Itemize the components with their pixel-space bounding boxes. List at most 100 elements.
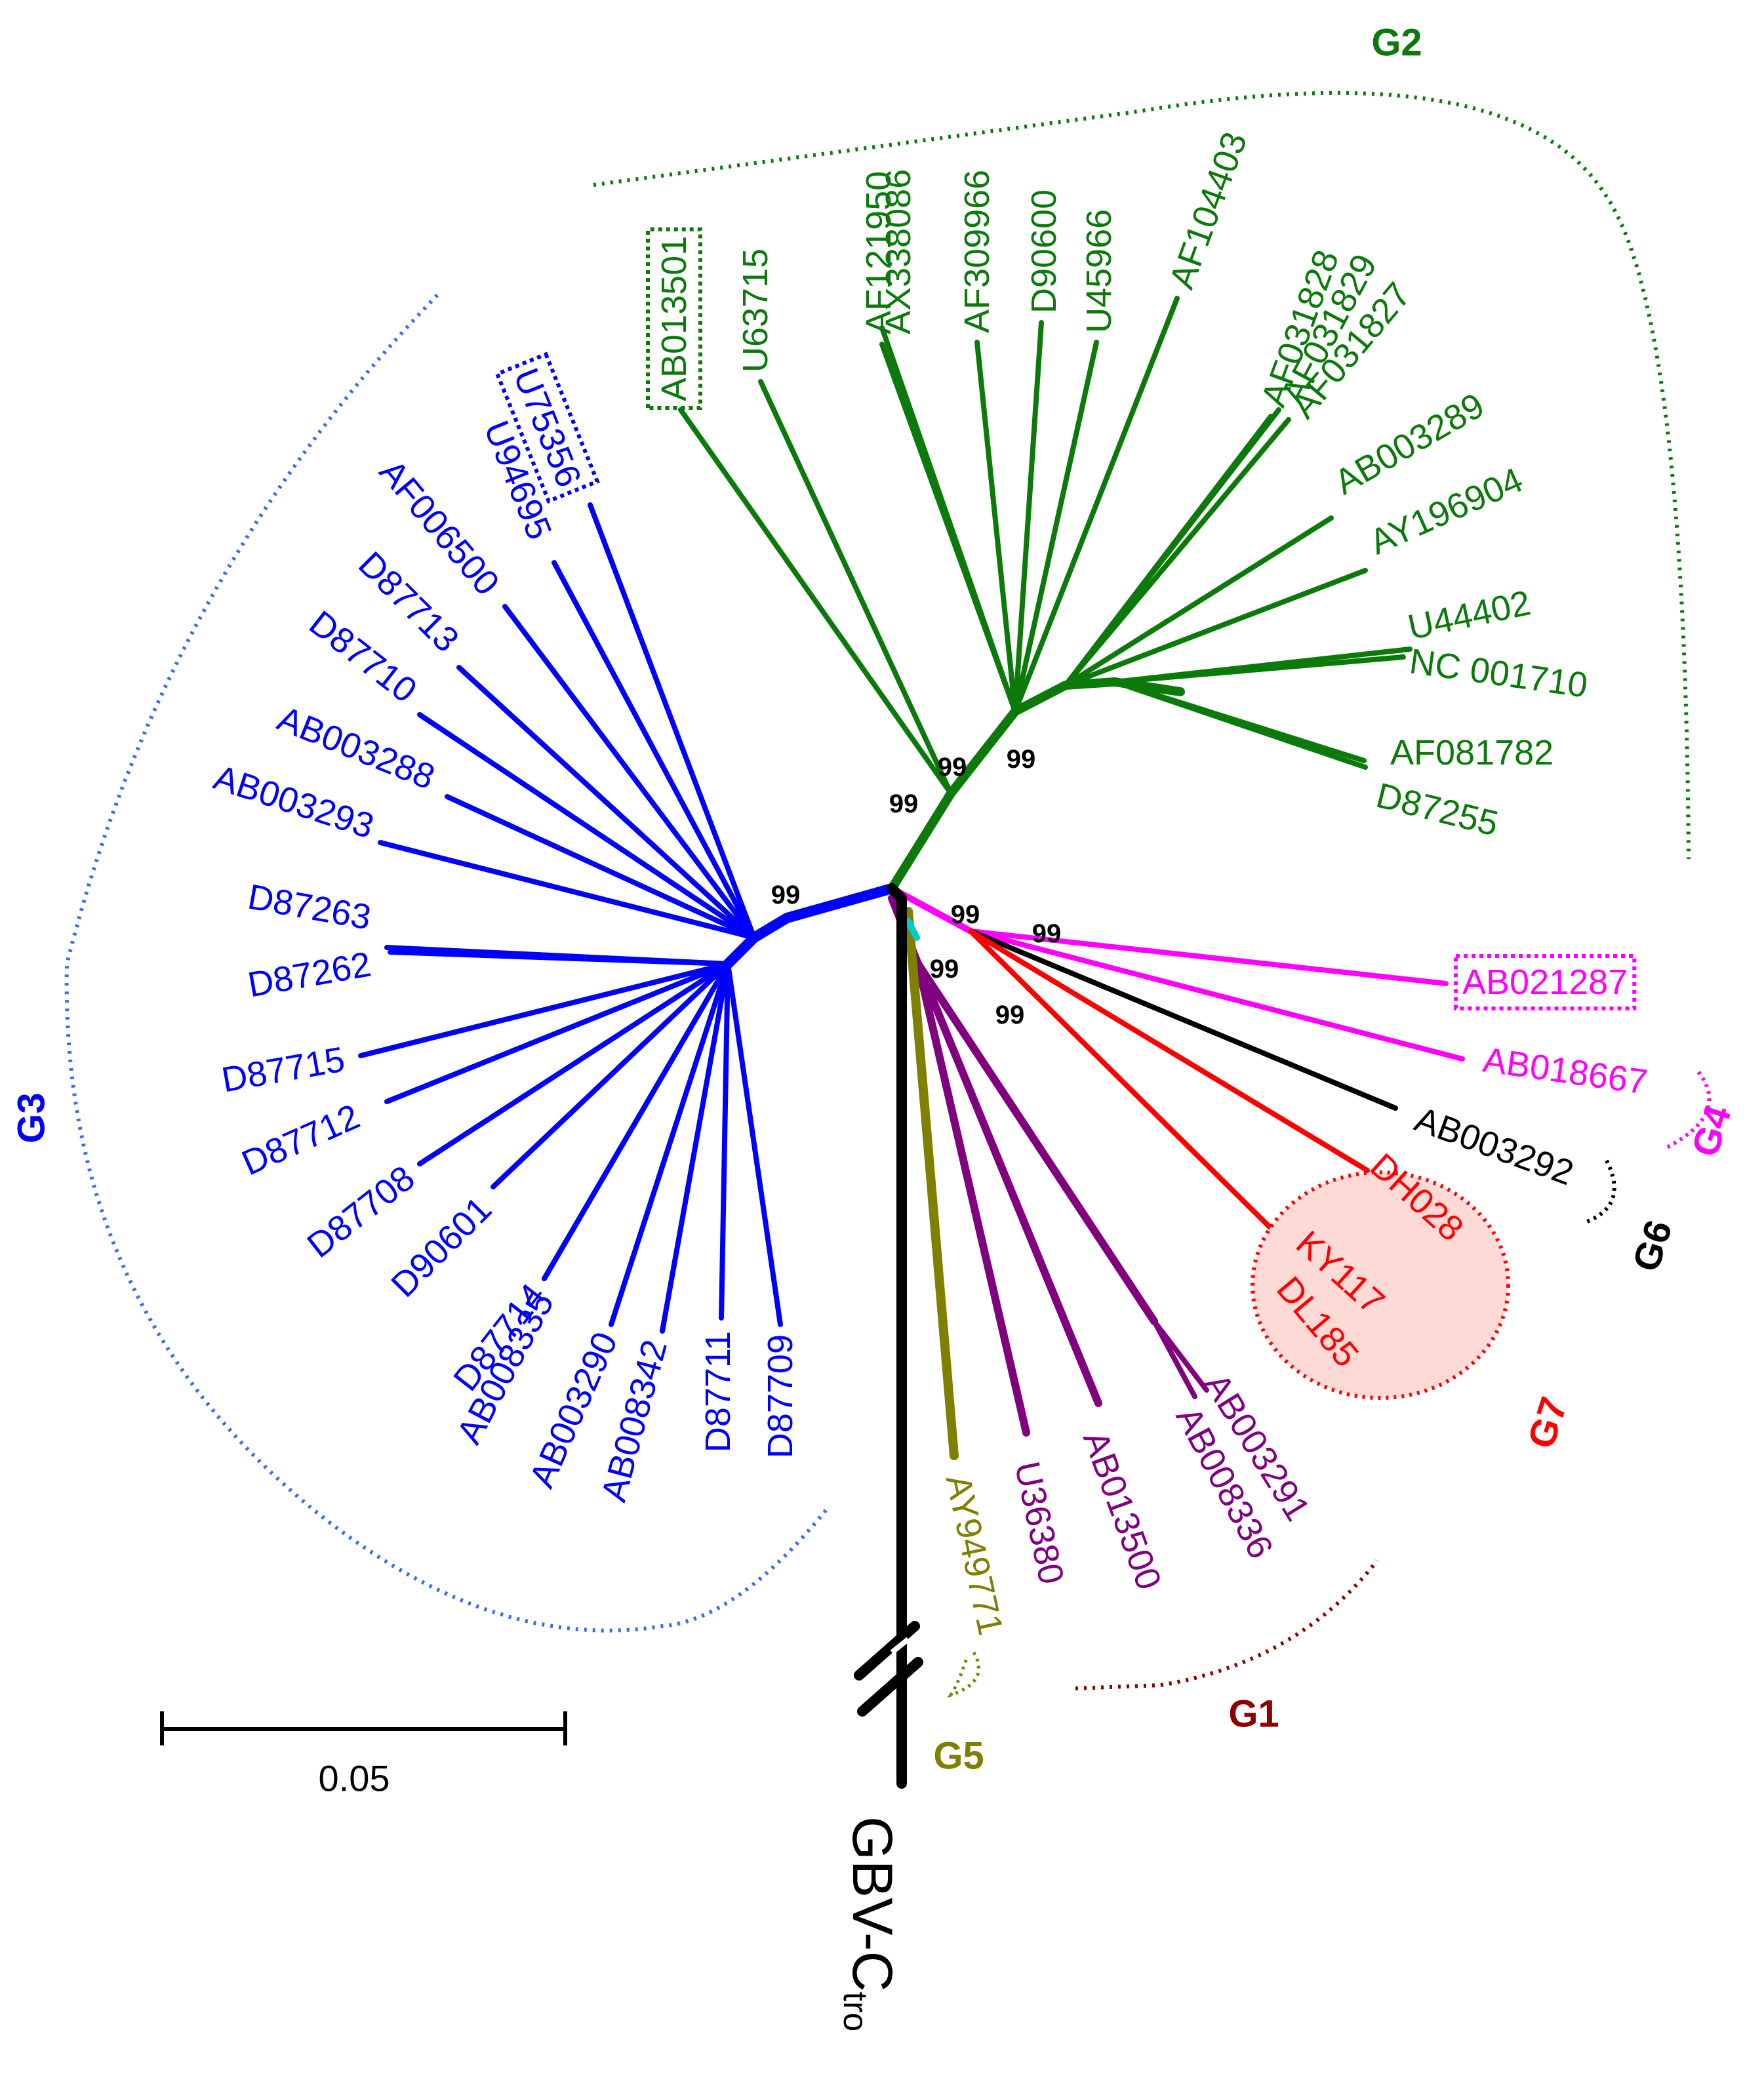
branch-u45966 (1012, 340, 1099, 714)
branch-d87709 (725, 961, 783, 1327)
leaf-ab018667: AB018667 (1481, 1040, 1650, 1102)
branch-d90600 (1012, 320, 1044, 714)
branch-ax338086 (879, 325, 1018, 714)
highlight-box-ab021287 (1454, 954, 1637, 1010)
branch-ab003289 (1063, 515, 1334, 688)
group-label-g2: G2 (1371, 22, 1422, 64)
group-label-g6: G6 (1624, 1215, 1681, 1277)
leaf-af081782: AF081782 (1390, 733, 1554, 772)
g3-bracket (64, 293, 830, 1633)
leaf-af104403: AF104403 (1162, 127, 1255, 294)
branch-d87711 (719, 961, 731, 1321)
tree-branches (358, 296, 1465, 1789)
branch-af309966 (974, 340, 1018, 714)
branch-ay196904 (1063, 568, 1368, 688)
g4-bracket (1663, 1071, 1712, 1151)
branch-ab003290 (609, 961, 731, 1327)
branch-ab013501 (678, 407, 953, 796)
leaf-ax338086: AX338086 (879, 169, 918, 334)
g3-trunk (723, 883, 897, 969)
leaf-d87263: D87263 (245, 877, 374, 938)
group-label-g1: G1 (1228, 1693, 1279, 1736)
branch-af006500 (502, 604, 757, 940)
g7-highlight (1251, 1170, 1510, 1400)
branch-ab008342 (660, 961, 731, 1334)
bootstrap-label: 99 (995, 1001, 1025, 1029)
leaf-u44402: U44402 (1405, 583, 1534, 647)
outgroup-label-main: GBV-C (841, 1816, 904, 1992)
scale-bar: 0.05 (160, 1711, 567, 1799)
root-tick (905, 918, 920, 941)
bootstrap-label: 99 (951, 900, 980, 929)
branch-d87715 (358, 961, 731, 1058)
leaf-d87711: D87711 (698, 1331, 738, 1452)
leaf-ab003293: AB003293 (209, 758, 378, 846)
group-label-g5: G5 (933, 1735, 984, 1778)
leaf-d87715: D87715 (218, 1039, 348, 1100)
outgroup: GBV-Ctro (836, 1621, 923, 2031)
g6-bracket (1582, 1159, 1616, 1225)
leaf-u63715: U63715 (736, 249, 775, 372)
branch-nc-001710 (1112, 654, 1406, 685)
branch-g1-inner (914, 960, 1158, 1325)
leaf-ay949771: AY949771 (938, 1471, 1011, 1639)
bootstrap-labels: 99 99 99 99 99 99 99 99 (771, 745, 1062, 1029)
leaf-d87708: D87708 (300, 1158, 422, 1265)
leaf-ab013501: AB013501 (654, 236, 694, 401)
g5-bracket (947, 1651, 980, 1698)
outgroup-label-subscript: tro (836, 1992, 874, 2032)
bootstrap-label: 99 (889, 789, 919, 818)
branch-ky117 (968, 928, 1281, 1239)
branch-d87713 (456, 665, 757, 940)
break-gap (890, 1637, 910, 1655)
leaf-ab013500: AB013500 (1075, 1426, 1169, 1595)
outgroup-branch (887, 883, 907, 1789)
branch-ab013500 (914, 960, 1102, 1407)
leaf-d90600: D90600 (1024, 189, 1064, 313)
bootstrap-label: 99 (1032, 919, 1062, 948)
leaf-ab003292: AB003292 (1410, 1100, 1579, 1193)
g2-bracket (593, 90, 1691, 860)
leaf-ab021287: AB021287 (1462, 963, 1628, 1002)
highlight-box-ab013501 (646, 227, 702, 410)
break-mark-1 (854, 1621, 920, 1681)
leaf-u36380: U36380 (1007, 1458, 1072, 1588)
branch-d87255 (1112, 679, 1367, 763)
branch-d87710 (417, 712, 757, 940)
bootstrap-label: 99 (930, 955, 959, 984)
leaf-d87262: D87262 (245, 944, 374, 1005)
branch-ay949771 (904, 907, 959, 1460)
branch-d87712 (384, 961, 731, 1104)
leaf-d90601: D90601 (384, 1189, 499, 1305)
g1-bracket (1075, 1559, 1379, 1690)
leaf-d87709: D87709 (761, 1334, 800, 1458)
branch-af031827 (1063, 417, 1291, 688)
branch-ab008335 (542, 961, 731, 1281)
branch-d87262 (388, 949, 731, 966)
branch-u94695 (551, 560, 757, 940)
leaf-d87712: D87712 (236, 1097, 365, 1184)
branch-af104403 (1012, 296, 1180, 714)
bootstrap-label: 99 (1007, 745, 1036, 774)
scale-bar-label: 0.05 (319, 1758, 390, 1799)
branch-ab003288 (445, 794, 757, 940)
branch-dh028 (968, 928, 1370, 1173)
leaf-nc-001710: NC 001710 (1407, 641, 1590, 705)
leaf-d87255: D87255 (1373, 776, 1502, 844)
branch-u75356 (588, 502, 757, 940)
branch-u63715 (758, 379, 953, 796)
outgroup-label: GBV-Ctro (836, 1816, 904, 2031)
group-label-g4: G4 (1683, 1100, 1740, 1162)
branch-ab003293 (378, 840, 757, 940)
group-label-g7: G7 (1519, 1392, 1576, 1454)
group-brackets (64, 90, 1712, 1698)
group-label-g3: G3 (10, 1092, 53, 1143)
branch-u36380 (914, 960, 1030, 1437)
bootstrap-label: 99 (938, 753, 967, 782)
leaf-u45966: U45966 (1079, 209, 1119, 333)
leaf-af309966: AF309966 (957, 170, 997, 333)
branch-d90601 (491, 961, 731, 1189)
branch-ab003291 (1152, 1319, 1209, 1393)
leaf-af121950: AF121950 (859, 171, 898, 334)
